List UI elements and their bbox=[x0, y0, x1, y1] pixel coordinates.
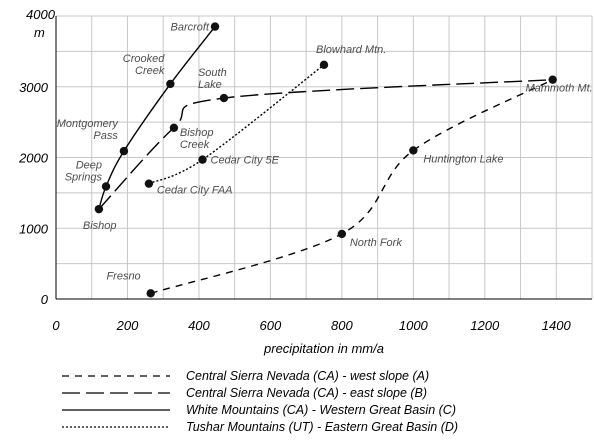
y-axis-label: m bbox=[34, 25, 45, 40]
point-label: Barcroft bbox=[170, 22, 209, 34]
data-point bbox=[144, 179, 154, 188]
x-tick-label: 200 bbox=[116, 318, 139, 333]
x-axis-label: precipitation in mm/a bbox=[263, 341, 384, 356]
data-point bbox=[119, 146, 129, 156]
point-label: Mammoth Mt. bbox=[525, 83, 592, 95]
data-point bbox=[166, 79, 175, 89]
x-tick-label: 1400 bbox=[542, 318, 572, 333]
data-point bbox=[409, 146, 418, 155]
series-line bbox=[98, 78, 553, 210]
point-label: North Fork bbox=[350, 237, 402, 249]
data-point bbox=[319, 60, 329, 70]
y-tick-label: 3000 bbox=[19, 80, 49, 95]
legend-label: Central Sierra Nevada (CA) - west slope … bbox=[186, 369, 429, 383]
data-point bbox=[337, 229, 347, 239]
x-tick-label: 800 bbox=[331, 318, 353, 333]
data-point bbox=[198, 155, 207, 164]
y-tick-label: 2000 bbox=[18, 151, 49, 166]
point-labels: Fresno North Fork Huntington Lake Mammoth M… bbox=[57, 22, 593, 283]
series-line bbox=[148, 64, 325, 185]
y-tick-label: 1000 bbox=[19, 221, 49, 236]
point-label: Deep Springs bbox=[65, 160, 103, 184]
data-point bbox=[94, 204, 104, 214]
legend-label: Central Sierra Nevada (CA) - east slope … bbox=[186, 386, 427, 400]
point-label: Crooked Creek bbox=[123, 53, 165, 77]
x-tick-label: 0 bbox=[52, 318, 60, 333]
point-label: Cedar City 5E bbox=[211, 155, 280, 167]
point-label: Blowhard Mtn. bbox=[316, 44, 386, 56]
series-line bbox=[150, 79, 554, 295]
x-tick-label: 1000 bbox=[399, 318, 429, 333]
legend-label: White Mountains (CA) - Western Great Bas… bbox=[186, 403, 456, 417]
point-label: Bishop bbox=[83, 220, 117, 232]
data-point bbox=[146, 289, 155, 298]
y-axis-top-label: 4000 bbox=[26, 7, 56, 22]
data-point bbox=[548, 75, 557, 84]
y-tick-label: 0 bbox=[41, 292, 49, 307]
point-label: Cedar City FAA bbox=[157, 185, 233, 197]
data-points bbox=[94, 22, 557, 298]
x-tick-label: 1200 bbox=[470, 318, 500, 333]
data-point bbox=[210, 22, 220, 31]
axes bbox=[55, 16, 592, 300]
data-point bbox=[169, 123, 179, 132]
x-tick-label: 600 bbox=[260, 318, 282, 333]
point-label: Huntington Lake bbox=[423, 153, 503, 165]
tick-labels: 0 200 400 600 800 1000 1200 1400 0 1000 2000 3000 bbox=[18, 80, 571, 333]
point-label: South Lake bbox=[198, 67, 227, 91]
legend-label: Tushar Mountains (UT) - Eastern Great Ba… bbox=[186, 420, 458, 434]
x-tick-label: 400 bbox=[188, 318, 210, 333]
legend: Central Sierra Nevada (CA) - west slope … bbox=[62, 369, 458, 434]
grid bbox=[56, 15, 593, 299]
point-label: Bishop Creek bbox=[180, 127, 214, 151]
point-label: Montgomery Pass bbox=[57, 118, 120, 142]
data-point bbox=[101, 182, 111, 191]
point-label: Fresno bbox=[106, 270, 140, 282]
data-point bbox=[219, 93, 229, 103]
